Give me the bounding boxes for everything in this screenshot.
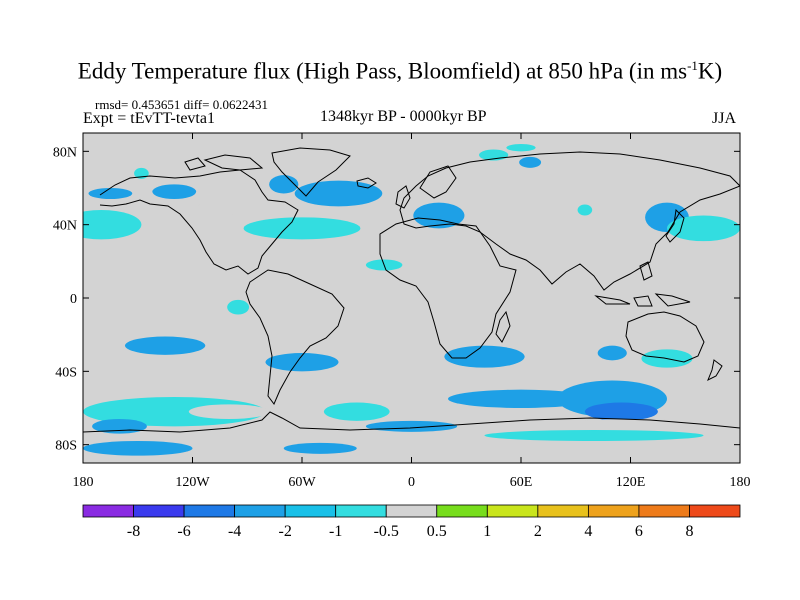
colorbar-swatch <box>284 504 337 518</box>
lat-tick-label: 40S <box>55 365 77 380</box>
coastline-antarctica <box>83 411 740 433</box>
colorbar-label: -6 <box>177 523 190 540</box>
anomaly-patch <box>269 175 299 194</box>
plot-title: Eddy Temperature flux (High Pass, Bloomf… <box>77 58 723 84</box>
colorbar-swatch <box>689 504 741 518</box>
anomaly-layer <box>83 144 740 456</box>
anomaly-patch <box>283 442 357 454</box>
colorbar-label: -4 <box>228 523 241 540</box>
coastline-africa <box>379 217 517 359</box>
colorbar-label: 0.5 <box>427 523 447 540</box>
lat-tick-label: 0 <box>70 292 77 307</box>
colorbar-swatch <box>587 504 640 518</box>
colorbar-swatch <box>638 504 690 518</box>
colorbar-swatch <box>82 504 134 518</box>
coastline-japan <box>665 208 685 243</box>
anomaly-patch <box>88 188 133 199</box>
anomaly-patch <box>188 202 233 232</box>
coastline-british-isles <box>395 185 411 209</box>
colorbar-swatch <box>234 504 286 518</box>
anomaly-patch <box>597 345 627 361</box>
colorbar-label: -1 <box>329 523 342 540</box>
lon-tick-label: 180 <box>73 475 94 490</box>
coastline-scandinavia <box>419 165 457 199</box>
time-period-label: 1348kyr BP - 0000kyr BP <box>320 108 487 125</box>
anomaly-patch <box>83 210 142 240</box>
colorbar-swatch <box>385 504 438 518</box>
coastline-madagascar <box>495 310 511 343</box>
colorbar-label: 8 <box>685 523 693 540</box>
colorbar: -8 -6 -4 -2 -1 -0.5 0.5 1 2 4 6 8 <box>82 504 741 540</box>
longitude-axis: 180 120W 60W 0 60E 120E 180 <box>73 133 751 490</box>
coastline-arctic-islands <box>184 154 264 171</box>
colorbar-swatch <box>183 504 236 518</box>
lat-tick-label: 80S <box>55 439 77 454</box>
colorbar-swatch <box>133 504 185 518</box>
anomaly-patch <box>83 397 266 427</box>
latitude-axis: 80N 40N 0 40S 80S <box>53 145 740 454</box>
rmsd-diff-stats: rmsd= 0.453651 diff= 0.0622431 <box>95 97 268 112</box>
anomaly-patch <box>506 144 536 152</box>
anomaly-patch <box>243 217 361 240</box>
anomaly-patch <box>124 336 206 355</box>
colorbar-label: 6 <box>635 523 643 540</box>
coastline-greenland <box>271 147 351 197</box>
anomaly-patch <box>444 345 525 368</box>
colorbar-label: 4 <box>584 523 592 540</box>
anomaly-patch <box>448 389 594 409</box>
colorbar-label: -8 <box>127 523 140 540</box>
lat-tick-label: 80N <box>53 145 77 160</box>
colorbar-swatch <box>537 504 589 518</box>
coastline-australia <box>625 311 705 363</box>
anomaly-patch <box>365 420 458 432</box>
anomaly-patch <box>227 299 250 315</box>
lat-tick-label: 40N <box>53 219 77 234</box>
anomaly-patch <box>519 156 542 168</box>
coastlines <box>83 147 740 433</box>
lon-tick-label: 0 <box>408 475 415 490</box>
anomaly-patch <box>294 180 383 207</box>
anomaly-patch <box>323 402 390 421</box>
anomaly-patch <box>83 441 193 456</box>
lon-tick-label: 120W <box>175 475 210 490</box>
colorbar-label: 1 <box>483 523 491 540</box>
anomaly-patch <box>265 353 339 372</box>
anomaly-patch <box>413 202 465 229</box>
colorbar-swatch <box>436 504 488 518</box>
anomaly-patch <box>577 204 593 216</box>
colorbar-label: -2 <box>278 523 291 540</box>
experiment-label: Expt = tEvTT-tevta1 <box>83 110 215 127</box>
season-label: JJA <box>712 110 737 127</box>
coastline-iceland <box>356 177 377 189</box>
colorbar-label: -0.5 <box>374 523 399 540</box>
coastline-south-america <box>245 269 345 405</box>
anomaly-patch <box>584 402 658 421</box>
lon-tick-label: 120E <box>616 475 646 490</box>
coastline-eurasia <box>399 151 740 291</box>
lon-tick-label: 180 <box>730 475 751 490</box>
colorbar-swatch <box>335 504 387 518</box>
anomaly-patch <box>667 215 740 242</box>
colorbar-label: 2 <box>534 523 542 540</box>
anomaly-patch <box>484 430 704 441</box>
colorbar-swatch <box>486 504 539 518</box>
lon-tick-label: 60W <box>288 475 316 490</box>
coastline-north-america <box>99 169 299 275</box>
lon-tick-label: 60E <box>510 475 533 490</box>
anomaly-patch <box>188 404 270 419</box>
coastline-new-zealand <box>707 359 723 382</box>
coastline-indonesia <box>594 261 691 307</box>
anomaly-patch <box>152 184 197 200</box>
